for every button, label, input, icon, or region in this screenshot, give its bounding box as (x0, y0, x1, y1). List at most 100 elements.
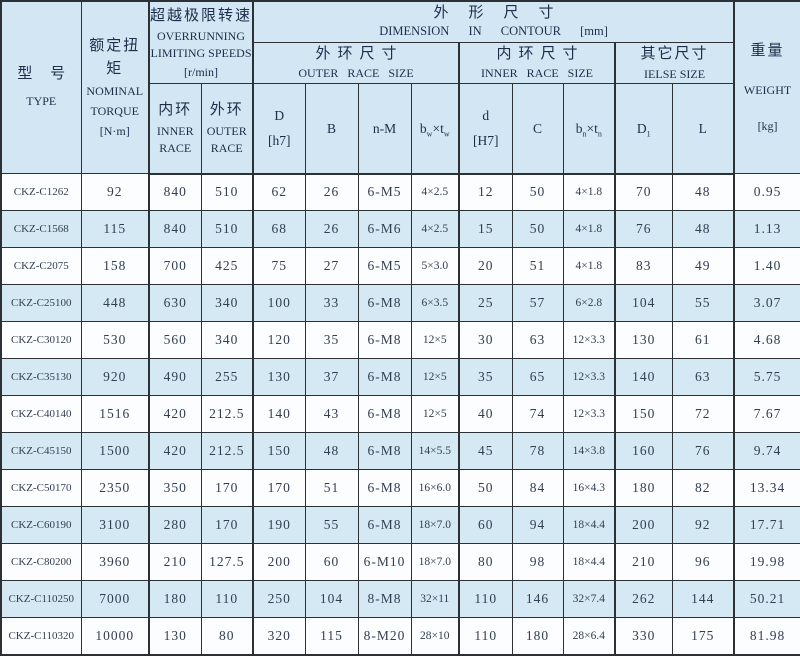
value-cell: 6-M5 (357, 173, 412, 212)
value-cell: 700 (148, 247, 202, 286)
value-cell: 65 (511, 358, 564, 397)
value-cell: 4.68 (733, 321, 800, 360)
col-header-D1: D1 (614, 83, 673, 175)
value-cell: 94 (511, 506, 564, 545)
value-cell: 6-M8 (357, 469, 412, 508)
value-cell: 32×7.4 (562, 580, 617, 619)
col-header-dimension: 外形尺寸 DIMENSION IN CONTOUR [mm] (252, 0, 736, 43)
value-cell: 175 (671, 617, 736, 656)
value-cell: 0.95 (733, 173, 800, 212)
value-cell: 120 (252, 321, 306, 360)
col-header-d: d [H7] (458, 83, 513, 175)
col-header-C: C (511, 83, 564, 175)
value-cell: 130 (148, 617, 202, 656)
value-cell: 9.74 (733, 432, 800, 471)
col-header-L: L (671, 83, 736, 175)
value-cell: 320 (252, 617, 306, 656)
value-cell: 330 (614, 617, 673, 656)
value-cell: 7.67 (733, 395, 800, 434)
value-cell: 49 (671, 247, 736, 286)
type-cell: CKZ-C1262 (0, 173, 82, 212)
type-cell: CKZ-C80200 (0, 543, 82, 582)
value-cell: 530 (80, 321, 150, 360)
type-cell: CKZ-C110320 (0, 617, 82, 656)
value-cell: 15 (458, 210, 513, 249)
type-cell: CKZ-C1568 (0, 210, 82, 249)
value-cell: 448 (80, 284, 150, 323)
value-cell: 3100 (80, 506, 150, 545)
type-cell: CKZ-C30120 (0, 321, 82, 360)
value-cell: 4×1.8 (562, 247, 617, 286)
value-cell: 40 (458, 395, 513, 434)
value-cell: 180 (511, 617, 564, 656)
value-cell: 4×2.5 (410, 210, 461, 249)
col-header-nM: n-M (357, 83, 412, 175)
value-cell: 75 (252, 247, 306, 286)
value-cell: 6×3.5 (410, 284, 461, 323)
value-cell: 4×1.8 (562, 173, 617, 212)
value-cell: 630 (148, 284, 202, 323)
value-cell: 340 (200, 321, 255, 360)
value-cell: 27 (304, 247, 359, 286)
value-cell: 180 (148, 580, 202, 619)
value-cell: 1516 (80, 395, 150, 434)
value-cell: 212.5 (200, 395, 255, 434)
value-cell: 3960 (80, 543, 150, 582)
value-cell: 76 (671, 432, 736, 471)
value-cell: 19.98 (733, 543, 800, 582)
col-header-overrunning-speeds: 超越极限转速 OVERRUNNING LIMITING SPEEDS [r/mi… (148, 0, 255, 85)
value-cell: 6-M8 (357, 358, 412, 397)
value-cell: 12×3.3 (562, 358, 617, 397)
table-header: 型 号 TYPE 额定扭矩 NOMINAL TORQUE [N·m] 超越极限转… (0, 0, 800, 175)
value-cell: 7000 (80, 580, 150, 619)
value-cell: 170 (200, 506, 255, 545)
value-cell: 84 (511, 469, 564, 508)
value-cell: 200 (252, 543, 306, 582)
value-cell: 68 (252, 210, 306, 249)
value-cell: 80 (458, 543, 513, 582)
value-cell: 130 (614, 321, 673, 360)
value-cell: 146 (511, 580, 564, 619)
value-cell: 350 (148, 469, 202, 508)
value-cell: 190 (252, 506, 306, 545)
value-cell: 420 (148, 432, 202, 471)
value-cell: 8-M8 (357, 580, 412, 619)
value-cell: 55 (671, 284, 736, 323)
value-cell: 12×3.3 (562, 395, 617, 434)
value-cell: 14×5.5 (410, 432, 461, 471)
value-cell: 5×3.0 (410, 247, 461, 286)
value-cell: 12×5 (410, 358, 461, 397)
value-cell: 72 (671, 395, 736, 434)
value-cell: 4×2.5 (410, 173, 461, 212)
value-cell: 61 (671, 321, 736, 360)
value-cell: 48 (671, 173, 736, 212)
col-header-weight: 重量 WEIGHT [kg] (733, 0, 800, 175)
value-cell: 18×7.0 (410, 543, 461, 582)
value-cell: 280 (148, 506, 202, 545)
value-cell: 104 (304, 580, 359, 619)
value-cell: 17.71 (733, 506, 800, 545)
value-cell: 840 (148, 210, 202, 249)
value-cell: 45 (458, 432, 513, 471)
value-cell: 510 (200, 210, 255, 249)
value-cell: 51 (511, 247, 564, 286)
type-cell: CKZ-C25100 (0, 284, 82, 323)
value-cell: 20 (458, 247, 513, 286)
value-cell: 74 (511, 395, 564, 434)
value-cell: 6-M8 (357, 506, 412, 545)
table-row: CKZ-C60190 3100 280 170 190 55 6-M8 18×7.0 60 94 1… (0, 506, 800, 545)
value-cell: 6×2.8 (562, 284, 617, 323)
value-cell: 180 (614, 469, 673, 508)
value-cell: 140 (252, 395, 306, 434)
value-cell: 12×5 (410, 321, 461, 360)
value-cell: 28×6.4 (562, 617, 617, 656)
col-header-bntn: bn×tn (562, 83, 617, 175)
value-cell: 560 (148, 321, 202, 360)
value-cell: 33 (304, 284, 359, 323)
value-cell: 35 (304, 321, 359, 360)
type-cell: CKZ-C35130 (0, 358, 82, 397)
value-cell: 82 (671, 469, 736, 508)
value-cell: 115 (304, 617, 359, 656)
value-cell: 55 (304, 506, 359, 545)
value-cell: 12×5 (410, 395, 461, 434)
